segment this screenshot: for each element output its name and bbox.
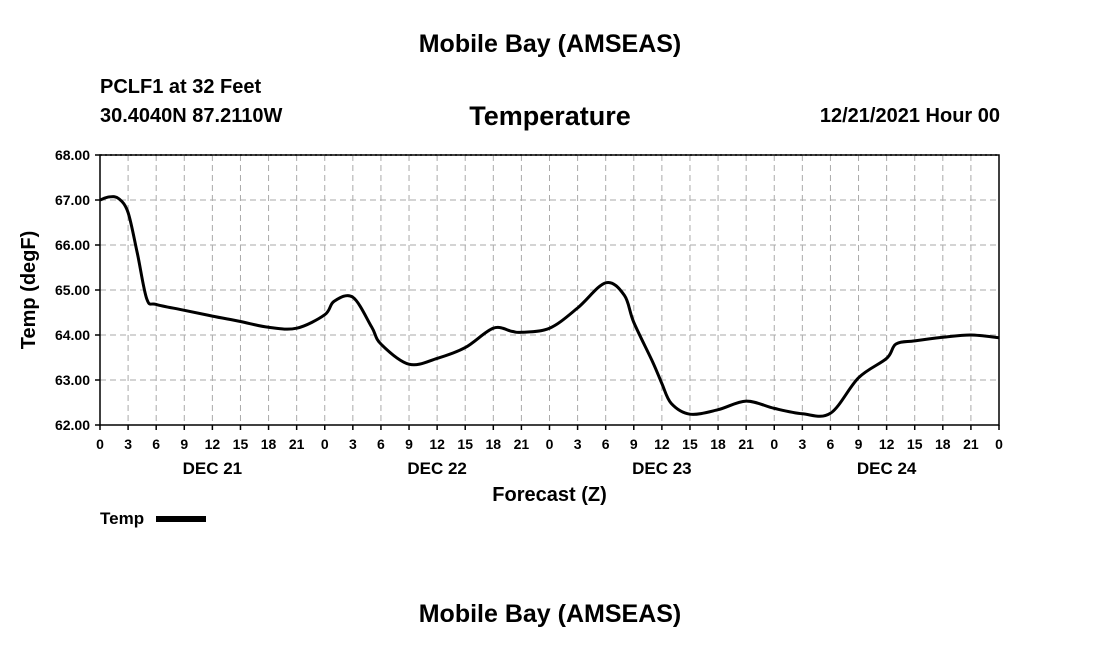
x-tick-label: 15 xyxy=(457,436,473,452)
y-axis-label: Temp (degF) xyxy=(18,231,40,350)
x-tick-label: 9 xyxy=(630,436,638,452)
x-tick-label: 0 xyxy=(321,436,329,452)
x-tick-label: 21 xyxy=(963,436,979,452)
legend: Temp xyxy=(100,509,207,529)
x-tick-label: 12 xyxy=(654,436,670,452)
y-tick-label: 64.00 xyxy=(55,327,90,343)
station-coordinates: 30.4040N 87.2110W xyxy=(100,105,283,127)
x-tick-label: 3 xyxy=(349,436,357,452)
model-run-time: 12/21/2021 Hour 00 xyxy=(819,105,1000,127)
y-tick-label: 66.00 xyxy=(55,237,90,253)
x-tick-label: 12 xyxy=(205,436,221,452)
day-label: DEC 21 xyxy=(183,459,243,478)
x-tick-label: 3 xyxy=(798,436,806,452)
x-tick-label: 9 xyxy=(180,436,188,452)
x-tick-label: 0 xyxy=(96,436,104,452)
temp-series-line xyxy=(99,195,1000,418)
x-tick-label: 6 xyxy=(152,436,160,452)
day-label: DEC 24 xyxy=(857,459,917,478)
y-tick-label: 67.00 xyxy=(55,192,90,208)
chart-title: Temperature xyxy=(469,101,631,131)
x-tick-label: 15 xyxy=(682,436,698,452)
y-tick-label: 65.00 xyxy=(55,282,90,298)
x-tick-label: 9 xyxy=(405,436,413,452)
x-tick-label: 3 xyxy=(124,436,132,452)
x-tick-label: 0 xyxy=(770,436,778,452)
day-label: DEC 23 xyxy=(632,459,692,478)
x-tick-label: 6 xyxy=(602,436,610,452)
x-tick-label: 12 xyxy=(429,436,445,452)
x-tick-label: 21 xyxy=(738,436,754,452)
x-tick-label: 12 xyxy=(879,436,895,452)
x-tick-label: 6 xyxy=(377,436,385,452)
day-label: DEC 22 xyxy=(407,459,467,478)
legend-label: Temp xyxy=(100,509,145,528)
x-tick-label: 0 xyxy=(995,436,1003,452)
legend-swatch xyxy=(156,516,207,522)
x-axis-label: Forecast (Z) xyxy=(492,484,606,506)
page-title: Mobile Bay (AMSEAS) xyxy=(418,30,682,58)
y-tick-label: 63.00 xyxy=(55,372,90,388)
plot-frame xyxy=(99,154,1000,426)
y-tick-label: 68.00 xyxy=(55,147,90,163)
station-name: PCLF1 at 32 Feet xyxy=(100,76,262,98)
x-tick-label: 6 xyxy=(827,436,835,452)
x-tick-label: 18 xyxy=(486,436,502,452)
x-tick-label: 21 xyxy=(289,436,305,452)
y-tick-label: 62.00 xyxy=(55,417,90,433)
footer-title: Mobile Bay (AMSEAS) xyxy=(418,600,682,628)
x-tick-label: 18 xyxy=(935,436,951,452)
x-tick-label: 9 xyxy=(855,436,863,452)
x-tick-label: 3 xyxy=(574,436,582,452)
x-tick-label: 15 xyxy=(233,436,249,452)
x-tick-label: 15 xyxy=(907,436,923,452)
x-tick-label: 21 xyxy=(514,436,530,452)
x-tick-label: 18 xyxy=(710,436,726,452)
x-tick-label: 18 xyxy=(261,436,277,452)
x-tick-label: 0 xyxy=(546,436,554,452)
